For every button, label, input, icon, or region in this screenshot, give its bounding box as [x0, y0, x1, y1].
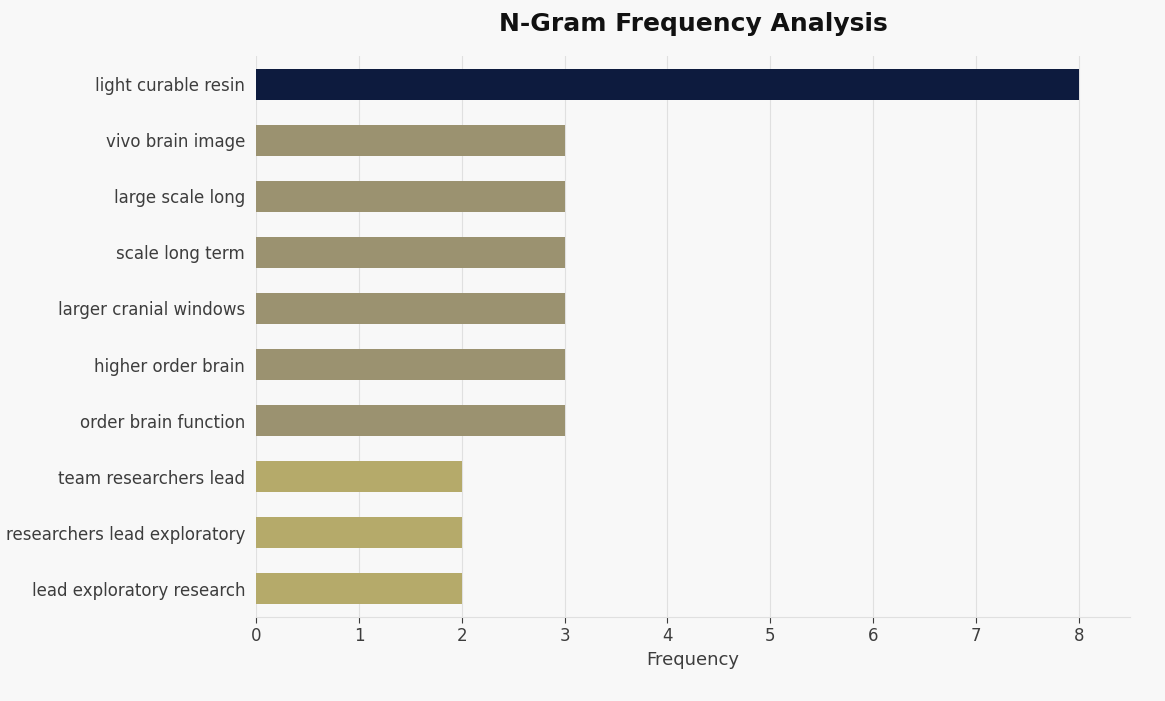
Bar [256, 69, 1079, 100]
Bar [256, 293, 565, 324]
Bar [256, 181, 565, 212]
Title: N-Gram Frequency Analysis: N-Gram Frequency Analysis [499, 12, 888, 36]
Bar [256, 405, 565, 436]
Bar [256, 349, 565, 380]
Bar [256, 517, 461, 548]
Bar [256, 125, 565, 156]
Bar [256, 237, 565, 268]
Bar [256, 461, 461, 492]
Bar [256, 573, 461, 604]
X-axis label: Frequency: Frequency [647, 651, 740, 669]
